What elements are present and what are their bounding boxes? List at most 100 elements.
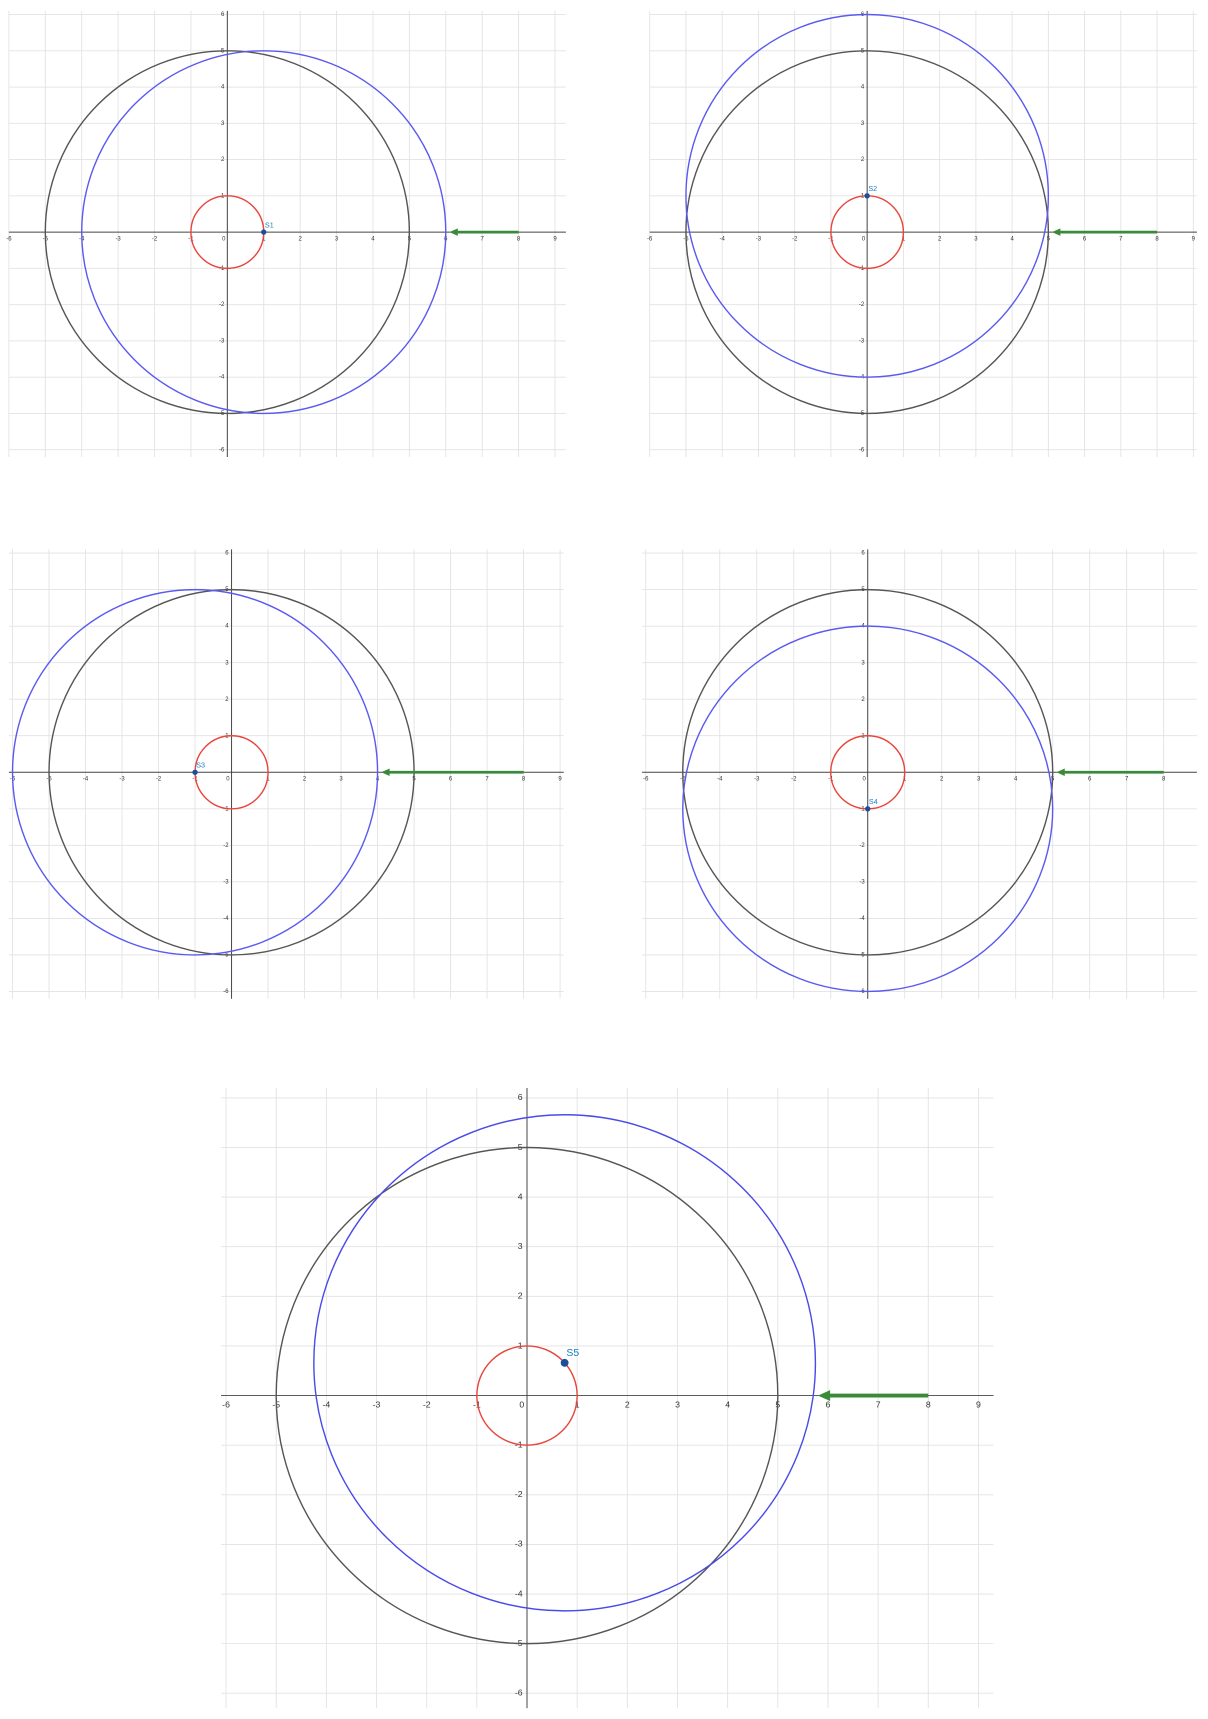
point bbox=[560, 1358, 569, 1367]
arrow-head bbox=[449, 228, 458, 236]
point-label: S4 bbox=[869, 798, 878, 806]
y-tick-label: -4 bbox=[859, 916, 865, 922]
y-tick-label: -6 bbox=[223, 989, 229, 995]
circle bbox=[275, 1146, 779, 1645]
x-tick-label: -3 bbox=[115, 236, 121, 242]
x-tick-label: -3 bbox=[756, 236, 762, 242]
x-tick-label: 3 bbox=[974, 236, 978, 242]
y-tick-label: -1 bbox=[219, 266, 225, 272]
x-tick-label: -6 bbox=[6, 236, 12, 242]
point-label: S1 bbox=[265, 221, 274, 229]
x-tick-label: 8 bbox=[1155, 236, 1159, 242]
x-tick-label: 6 bbox=[826, 1399, 831, 1409]
x-tick-label: 2 bbox=[303, 776, 307, 782]
x-tick-label: 8 bbox=[517, 236, 521, 242]
x-tick-label: -6 bbox=[647, 236, 653, 242]
x-tick-label: 1 bbox=[266, 776, 270, 782]
y-tick-label: 2 bbox=[861, 697, 865, 703]
y-tick-label: 6 bbox=[225, 551, 229, 557]
circle bbox=[313, 1114, 817, 1612]
y-tick-label: -2 bbox=[859, 302, 865, 308]
point-label: S3 bbox=[196, 762, 205, 770]
y-tick-label: 2 bbox=[225, 697, 229, 703]
x-tick-label: 3 bbox=[675, 1399, 680, 1409]
x-tick-label: 4 bbox=[1010, 236, 1014, 242]
x-tick-label: 7 bbox=[876, 1399, 881, 1409]
x-tick-label: 2 bbox=[298, 236, 302, 242]
x-tick-label: 3 bbox=[335, 236, 339, 242]
y-tick-label: -6 bbox=[515, 1688, 523, 1698]
y-tick-label: -2 bbox=[219, 302, 225, 308]
circle bbox=[685, 13, 1050, 378]
y-tick-label: 6 bbox=[518, 1092, 523, 1102]
y-tick-label: 3 bbox=[221, 121, 225, 127]
y-tick-label: -1 bbox=[859, 266, 865, 272]
y-tick-label: -4 bbox=[223, 916, 229, 922]
y-tick-label: -3 bbox=[859, 338, 865, 344]
x-tick-label: -2 bbox=[423, 1399, 431, 1409]
arrow-head bbox=[381, 768, 390, 777]
y-tick-label: -3 bbox=[219, 338, 225, 344]
y-tick-label: 5 bbox=[518, 1142, 523, 1152]
x-tick-label: -6 bbox=[222, 1399, 230, 1409]
point-label: S5 bbox=[566, 1348, 579, 1359]
x-tick-label: 8 bbox=[926, 1399, 931, 1409]
x-tick-label: 8 bbox=[1162, 776, 1166, 782]
x-tick-label: 9 bbox=[1192, 236, 1196, 242]
x-tick-label: 6 bbox=[449, 776, 453, 782]
x-tick-label: 0 bbox=[519, 1399, 524, 1409]
x-tick-label: -2 bbox=[156, 776, 162, 782]
x-tick-label: 9 bbox=[558, 776, 562, 782]
x-tick-label: 4 bbox=[1014, 776, 1018, 782]
arrow-head bbox=[1056, 768, 1065, 777]
y-tick-label: 6 bbox=[221, 12, 225, 18]
circle bbox=[476, 1345, 578, 1446]
point bbox=[261, 229, 267, 235]
y-tick-label: -3 bbox=[223, 879, 229, 885]
x-tick-label: -4 bbox=[83, 776, 89, 782]
y-tick-label: 2 bbox=[861, 157, 865, 163]
graph-panel: -6 -5 -4 -3 -2 -1 0 1 2 3 4 5 6 7 8 9-6-5-4-3-2-1123456… bbox=[647, 10, 1197, 457]
x-tick-label: 1 bbox=[575, 1399, 580, 1409]
arrow-head bbox=[817, 1390, 831, 1402]
y-tick-label: 3 bbox=[518, 1241, 523, 1251]
x-tick-label: 7 bbox=[481, 236, 485, 242]
y-tick-label: -2 bbox=[859, 843, 865, 849]
x-tick-label: 1 bbox=[902, 236, 906, 242]
x-tick-label: 0 bbox=[226, 776, 230, 782]
x-tick-label: 9 bbox=[553, 236, 557, 242]
x-tick-label: 3 bbox=[977, 776, 981, 782]
y-tick-label: 2 bbox=[518, 1291, 523, 1301]
y-tick-label: -2 bbox=[223, 843, 229, 849]
y-tick-label: 3 bbox=[861, 660, 865, 666]
point-label: S2 bbox=[868, 185, 877, 193]
y-tick-label: 4 bbox=[221, 85, 225, 91]
x-tick-label: 7 bbox=[1125, 776, 1129, 782]
y-tick-label: -3 bbox=[515, 1539, 523, 1549]
circle bbox=[685, 50, 1050, 415]
x-tick-label: -4 bbox=[717, 776, 723, 782]
point bbox=[864, 193, 870, 199]
y-tick-label: 4 bbox=[861, 85, 865, 91]
y-tick-label: 1 bbox=[518, 1340, 523, 1350]
y-tick-label: 6 bbox=[861, 551, 865, 557]
y-tick-label: -4 bbox=[515, 1588, 523, 1598]
circle bbox=[11, 588, 379, 956]
x-tick-label: -2 bbox=[791, 776, 797, 782]
y-tick-label: 4 bbox=[225, 624, 229, 630]
y-tick-label: -3 bbox=[859, 879, 865, 885]
x-tick-label: 4 bbox=[725, 1399, 730, 1409]
x-tick-label: 4 bbox=[371, 236, 375, 242]
x-tick-label: -2 bbox=[152, 236, 158, 242]
circle bbox=[682, 625, 1054, 993]
circle bbox=[80, 50, 447, 415]
y-tick-label: 3 bbox=[225, 660, 229, 666]
graph-panel: -6 -5 -4 -3 -2 -1 0 1 2 3 4 5 6 7 8-6-5-4-3-2-1123456S… bbox=[642, 549, 1197, 999]
x-tick-label: -3 bbox=[119, 776, 125, 782]
x-tick-label: -4 bbox=[720, 236, 726, 242]
x-tick-label: 8 bbox=[522, 776, 526, 782]
x-tick-label: 0 bbox=[862, 776, 866, 782]
graph-panel: -6 -5 -4 -3 -2 -1 0 1 2 3 4 5 6 7 8 9-6-5-4-3-2-1123456… bbox=[8, 549, 564, 999]
y-tick-label: 3 bbox=[861, 121, 865, 127]
y-tick-label: -6 bbox=[219, 447, 225, 453]
